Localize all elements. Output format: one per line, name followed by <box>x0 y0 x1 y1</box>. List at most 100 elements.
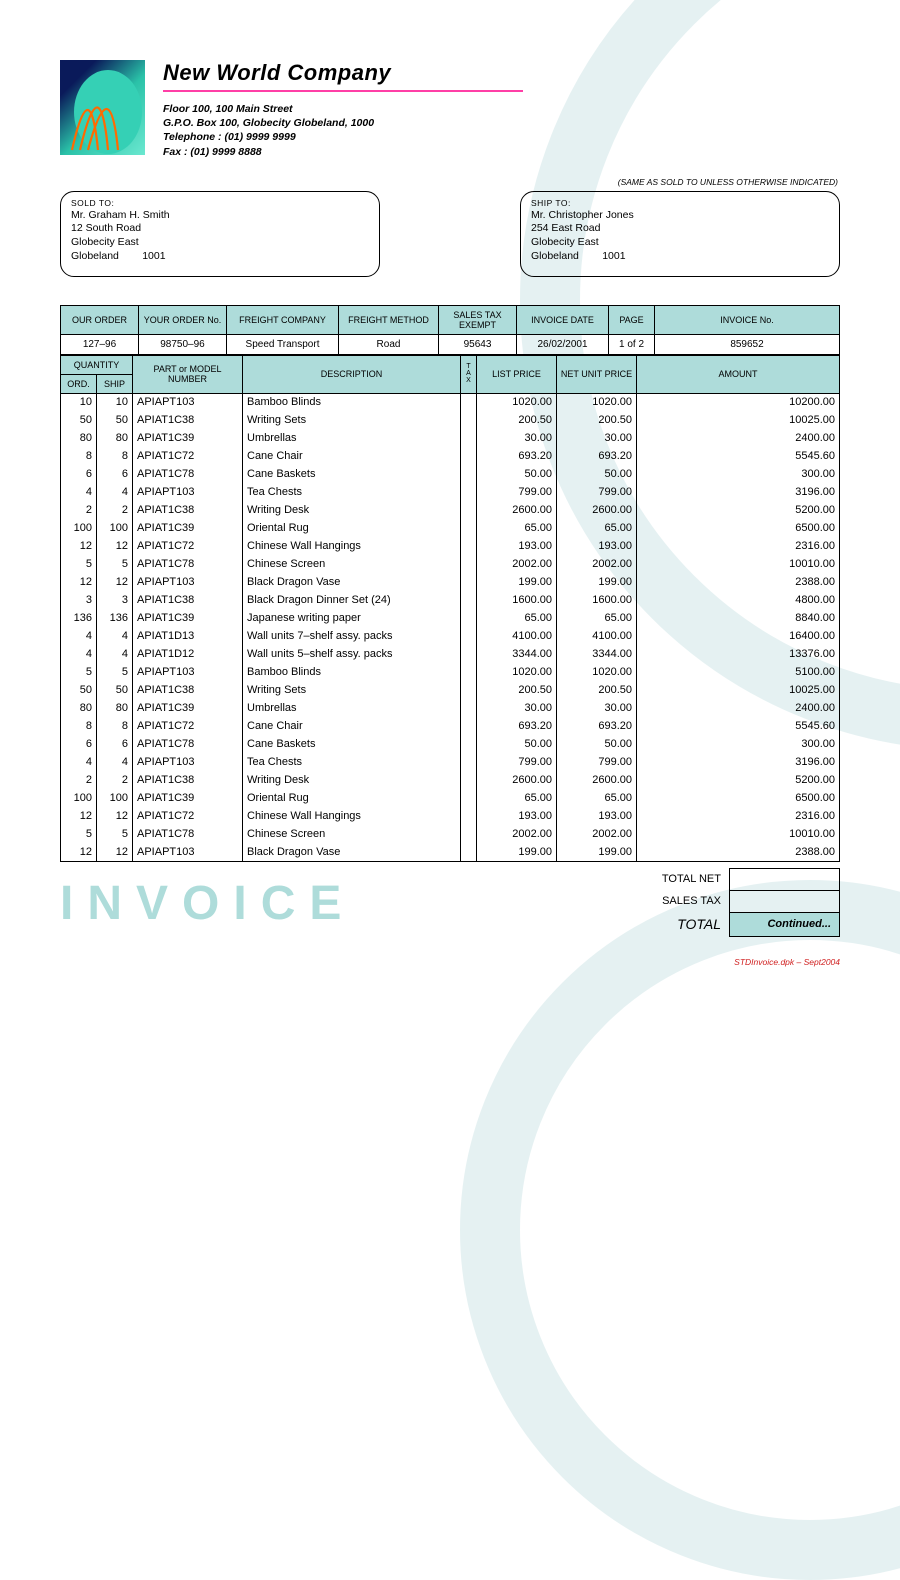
cell-part: APIAPT103 <box>133 663 243 681</box>
cell-tax <box>461 519 477 537</box>
cell-amt: 6500.00 <box>637 519 840 537</box>
cell-ord: 8 <box>61 447 97 465</box>
cell-net: 1600.00 <box>557 591 637 609</box>
cell-desc: Writing Sets <box>243 681 461 699</box>
cell-desc: Cane Baskets <box>243 735 461 753</box>
cell-amt: 5545.60 <box>637 717 840 735</box>
cell-tax <box>461 717 477 735</box>
cell-net: 30.00 <box>557 429 637 447</box>
total-value: Continued... <box>730 912 840 936</box>
cell-ord: 100 <box>61 789 97 807</box>
cell-tax <box>461 591 477 609</box>
cell-list: 50.00 <box>477 735 557 753</box>
cell-part: APIAT1C39 <box>133 429 243 447</box>
cell-part: APIAT1C72 <box>133 717 243 735</box>
same-as-note: (SAME AS SOLD TO UNLESS OTHERWISE INDICA… <box>60 177 838 187</box>
cell-net: 3344.00 <box>557 645 637 663</box>
cell-net: 200.50 <box>557 411 637 429</box>
ship-to-l3: Globecity East <box>531 236 829 250</box>
cell-tax <box>461 771 477 789</box>
cell-desc: Wall units 5–shelf assy. packs <box>243 645 461 663</box>
cell-ord: 50 <box>61 411 97 429</box>
meta-value: 859652 <box>655 334 840 354</box>
cell-ship: 10 <box>97 393 133 411</box>
col-part: PART or MODEL NUMBER <box>133 355 243 393</box>
meta-header: FREIGHT COMPANY <box>227 305 339 334</box>
cell-tax <box>461 555 477 573</box>
cell-amt: 10025.00 <box>637 411 840 429</box>
cell-amt: 10010.00 <box>637 555 840 573</box>
cell-amt: 6500.00 <box>637 789 840 807</box>
cell-ord: 80 <box>61 429 97 447</box>
cell-part: APIAT1C38 <box>133 681 243 699</box>
table-row: 1212APIAT1C72Chinese Wall Hangings193.00… <box>61 537 840 555</box>
cell-ship: 4 <box>97 483 133 501</box>
cell-amt: 2388.00 <box>637 843 840 861</box>
cell-ship: 80 <box>97 429 133 447</box>
total-net-label: TOTAL NET <box>620 868 730 890</box>
cell-net: 50.00 <box>557 465 637 483</box>
cell-desc: Chinese Wall Hangings <box>243 537 461 555</box>
meta-header: INVOICE No. <box>655 305 840 334</box>
table-row: 66APIAT1C78Cane Baskets50.0050.00300.00 <box>61 465 840 483</box>
cell-amt: 3196.00 <box>637 483 840 501</box>
cell-part: APIAPT103 <box>133 843 243 861</box>
cell-amt: 10025.00 <box>637 681 840 699</box>
cell-tax <box>461 429 477 447</box>
table-row: 8080APIAT1C39Umbrellas30.0030.002400.00 <box>61 699 840 717</box>
cell-ord: 4 <box>61 627 97 645</box>
cell-desc: Bamboo Blinds <box>243 393 461 411</box>
cell-part: APIAT1C78 <box>133 735 243 753</box>
cell-tax <box>461 501 477 519</box>
meta-header: SALES TAX EXEMPT <box>439 305 517 334</box>
cell-net: 50.00 <box>557 735 637 753</box>
addr-fax: Fax : (01) 9999 8888 <box>163 145 523 159</box>
cell-tax <box>461 735 477 753</box>
cell-net: 799.00 <box>557 483 637 501</box>
sales-tax-value <box>730 890 840 912</box>
cell-list: 3344.00 <box>477 645 557 663</box>
cell-list: 4100.00 <box>477 627 557 645</box>
cell-ship: 100 <box>97 789 133 807</box>
cell-list: 1020.00 <box>477 663 557 681</box>
cell-desc: Writing Desk <box>243 771 461 789</box>
cell-desc: Chinese Screen <box>243 825 461 843</box>
meta-value: Speed Transport <box>227 334 339 354</box>
table-row: 5050APIAT1C38Writing Sets200.50200.50100… <box>61 681 840 699</box>
cell-net: 200.50 <box>557 681 637 699</box>
cell-desc: Umbrellas <box>243 429 461 447</box>
cell-net: 199.00 <box>557 573 637 591</box>
cell-net: 799.00 <box>557 753 637 771</box>
cell-ship: 50 <box>97 411 133 429</box>
cell-amt: 2400.00 <box>637 429 840 447</box>
cell-ship: 5 <box>97 825 133 843</box>
sales-tax-label: SALES TAX <box>620 890 730 912</box>
cell-list: 693.20 <box>477 447 557 465</box>
company-block: New World Company Floor 100, 100 Main St… <box>163 60 523 159</box>
cell-ord: 2 <box>61 501 97 519</box>
meta-header: YOUR ORDER No. <box>139 305 227 334</box>
cell-net: 4100.00 <box>557 627 637 645</box>
cell-tax <box>461 825 477 843</box>
cell-tax <box>461 627 477 645</box>
cell-ord: 100 <box>61 519 97 537</box>
cell-ord: 4 <box>61 483 97 501</box>
cell-tax <box>461 807 477 825</box>
ship-to-l1: Mr. Christopher Jones <box>531 209 829 223</box>
cell-net: 65.00 <box>557 609 637 627</box>
table-row: 1212APIAPT103Black Dragon Vase199.00199.… <box>61 573 840 591</box>
cell-amt: 2316.00 <box>637 537 840 555</box>
table-row: 1212APIAPT103Black Dragon Vase199.00199.… <box>61 843 840 861</box>
footer-note: STDInvoice.dpk – Sept2004 <box>60 957 840 967</box>
cell-ship: 2 <box>97 501 133 519</box>
cell-amt: 300.00 <box>637 735 840 753</box>
col-ship: SHIP <box>97 374 133 393</box>
cell-part: APIAT1C78 <box>133 825 243 843</box>
cell-ord: 5 <box>61 825 97 843</box>
cell-ord: 5 <box>61 555 97 573</box>
cell-desc: Oriental Rug <box>243 789 461 807</box>
cell-tax <box>461 681 477 699</box>
header: New World Company Floor 100, 100 Main St… <box>60 60 840 159</box>
cell-ord: 4 <box>61 645 97 663</box>
cell-amt: 2400.00 <box>637 699 840 717</box>
